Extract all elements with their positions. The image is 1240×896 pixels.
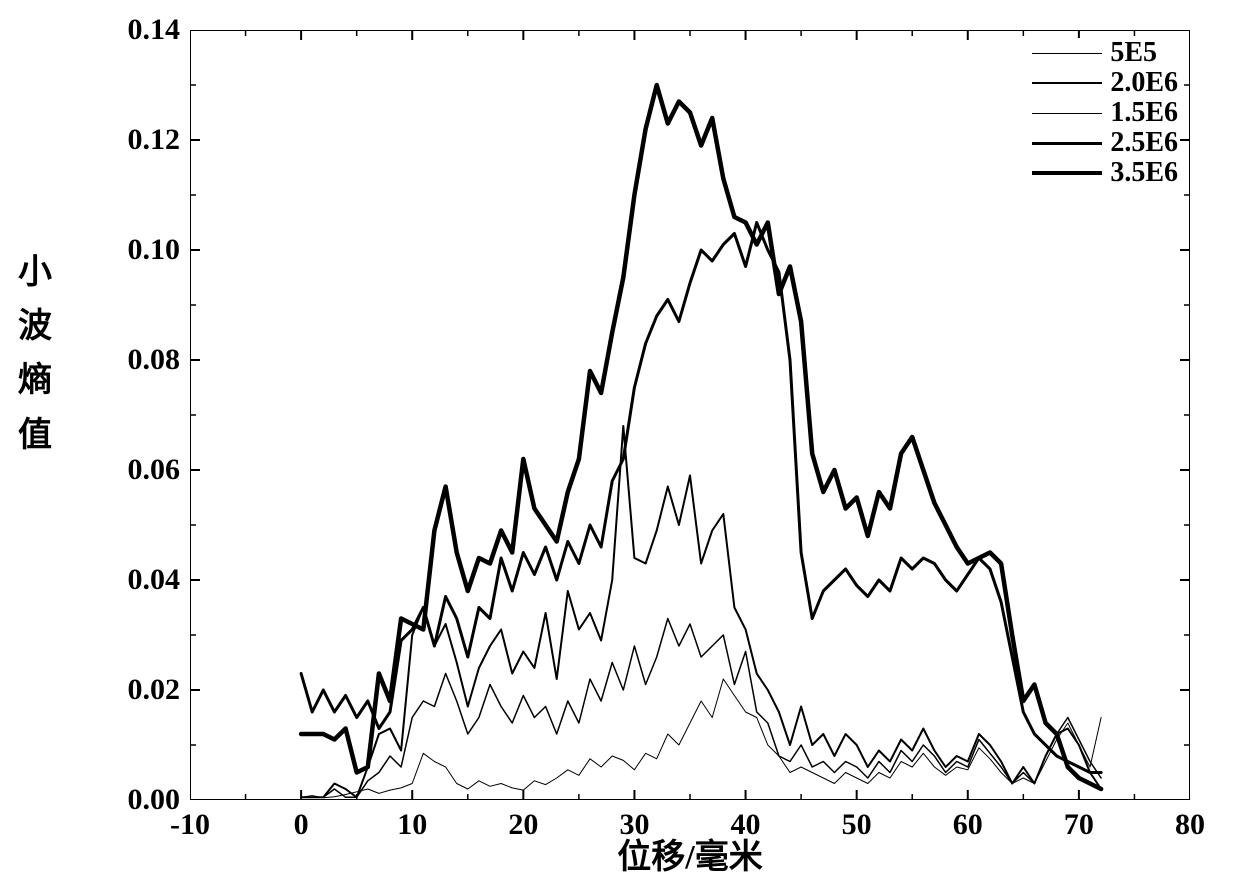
legend-line-sample xyxy=(1032,142,1102,145)
x-tick-label: 0 xyxy=(294,808,309,842)
y-tick-label: 0.04 xyxy=(128,563,181,597)
legend-entry: 2.5E6 xyxy=(1032,128,1178,158)
x-tick-label: 80 xyxy=(1175,808,1205,842)
x-tick-label: 70 xyxy=(1064,808,1094,842)
legend-label: 1.5E6 xyxy=(1110,97,1178,129)
legend-label: 5E5 xyxy=(1110,37,1157,69)
chart-container: 小 波 熵 值 位移/毫米 -1001020304050607080 0.000… xyxy=(0,0,1240,896)
legend: 5E52.0E61.5E62.5E63.5E6 xyxy=(1032,38,1178,188)
x-tick-label: 30 xyxy=(619,808,649,842)
y-tick-label: 0.12 xyxy=(128,123,181,157)
x-tick-label: 20 xyxy=(508,808,538,842)
x-tick-label: 40 xyxy=(731,808,761,842)
y-tick-label: 0.02 xyxy=(128,673,181,707)
x-tick-label: 10 xyxy=(397,808,427,842)
legend-entry: 3.5E6 xyxy=(1032,158,1178,188)
legend-line-sample xyxy=(1032,171,1102,175)
x-tick-label: 60 xyxy=(953,808,983,842)
y-tick-label: 0.14 xyxy=(128,13,181,47)
x-tick-label: 50 xyxy=(842,808,872,842)
legend-label: 2.5E6 xyxy=(1110,127,1178,159)
legend-entry: 5E5 xyxy=(1032,38,1178,68)
y-tick-label: 0.06 xyxy=(128,453,181,487)
y-tick-label: 0.10 xyxy=(128,233,181,267)
legend-entry: 2.0E6 xyxy=(1032,68,1178,98)
legend-label: 3.5E6 xyxy=(1110,157,1178,189)
legend-entry: 1.5E6 xyxy=(1032,98,1178,128)
y-tick-label: 0.00 xyxy=(128,783,181,817)
legend-line-sample xyxy=(1032,82,1102,84)
legend-label: 2.0E6 xyxy=(1110,67,1178,99)
legend-line-sample xyxy=(1032,113,1102,114)
y-tick-label: 0.08 xyxy=(128,343,181,377)
y-axis-label: 小 波 熵 值 xyxy=(15,246,55,464)
legend-line-sample xyxy=(1032,53,1102,54)
